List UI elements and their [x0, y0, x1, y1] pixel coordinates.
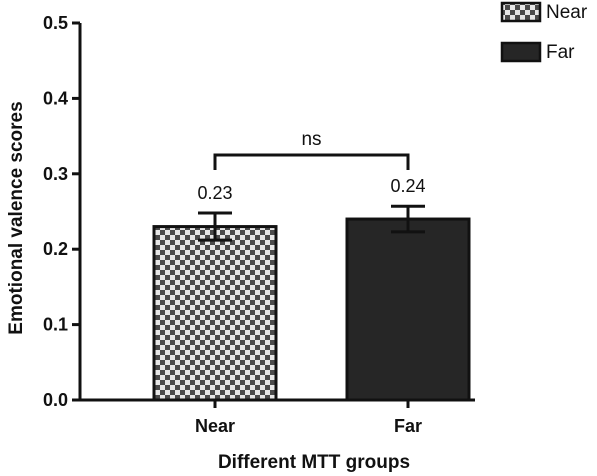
legend-label-far: Far	[546, 42, 575, 63]
y-tick-label: 0.1	[43, 315, 68, 335]
bar-near	[152, 225, 278, 402]
y-tick-label: 0.4	[43, 88, 68, 108]
legend-swatch-far	[500, 41, 542, 63]
y-tick-label: 0.3	[43, 164, 68, 184]
data-label-near: 0.23	[197, 183, 232, 203]
y-axis-title: Emotional valence scores	[6, 101, 27, 334]
bar-far	[345, 217, 471, 402]
significance-label: ns	[301, 129, 321, 150]
x-axis-title: Different MTT groups	[218, 452, 410, 473]
data-label-far: 0.24	[390, 176, 425, 196]
x-tick-label-near: Near	[195, 416, 235, 436]
legend-label-near: Near	[546, 2, 588, 23]
y-tick-label: 0.0	[43, 390, 68, 410]
y-tick-label: 0.2	[43, 239, 68, 259]
significance-bracket	[213, 153, 410, 170]
x-tick-label-far: Far	[394, 416, 422, 436]
legend-swatch-near	[500, 1, 542, 23]
y-tick-label: 0.5	[43, 13, 68, 33]
